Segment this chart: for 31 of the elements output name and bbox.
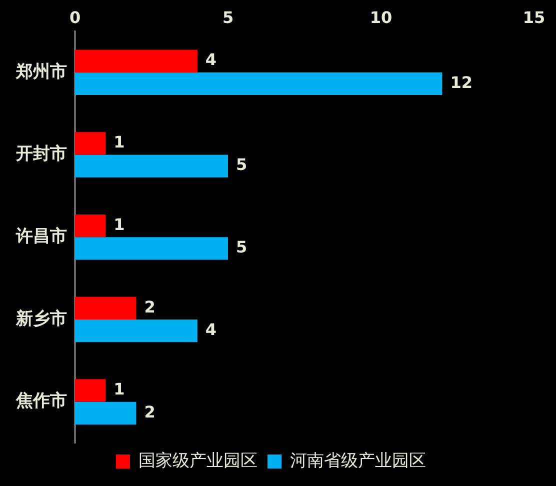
bar: [75, 319, 198, 342]
bar: [75, 237, 228, 260]
data-label: 5: [236, 155, 248, 174]
y-tick-label: 开封市: [15, 144, 67, 164]
y-tick-label: 郑州市: [15, 62, 67, 82]
y-tick-label: 焦作市: [15, 391, 67, 412]
data-label: 4: [205, 320, 217, 339]
data-label: 2: [144, 402, 156, 422]
data-label: 1: [114, 132, 125, 152]
bar: [75, 214, 106, 238]
legend-label: 国家级产业园区: [138, 450, 258, 471]
x-tick-label: 0: [69, 8, 81, 27]
y-tick-label: 许昌市: [15, 226, 67, 247]
x-tick-label: 15: [522, 8, 546, 27]
x-tick-label: 5: [222, 8, 234, 27]
bar: [75, 132, 106, 155]
data-label: 1: [114, 380, 125, 399]
data-label: 12: [450, 72, 472, 92]
data-label: 5: [236, 238, 248, 257]
bar: [75, 72, 442, 96]
legend-label: 河南省级产业园区: [290, 450, 426, 471]
bar: [75, 296, 136, 320]
data-label: 4: [205, 50, 217, 70]
bar: [75, 379, 106, 402]
x-tick-label: 10: [370, 8, 392, 27]
bar: [75, 402, 136, 424]
bar: [75, 154, 228, 178]
y-tick-label: 新乡市: [15, 308, 67, 329]
data-label: 2: [144, 297, 156, 316]
data-label: 1: [114, 214, 125, 234]
bar: [75, 50, 198, 72]
